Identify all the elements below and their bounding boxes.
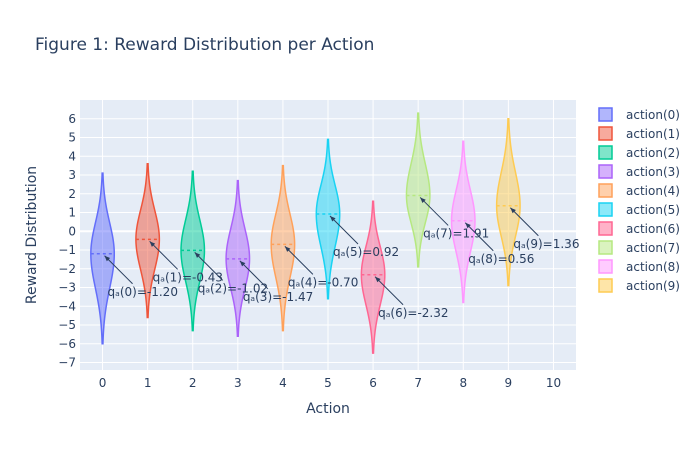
y-tick-label: 1 [68,206,76,220]
legend-label[interactable]: action(2) [626,146,680,160]
annotation-arrowhead [420,197,426,203]
violin-action(2)[interactable] [180,170,206,332]
legend-swatch[interactable] [598,164,613,179]
x-tick-label: 10 [546,376,561,390]
x-tick-label: 8 [459,376,467,390]
x-tick-label: 6 [369,376,377,390]
annotation-arrow [284,246,314,275]
annotation-label: qₐ(3)=-1.47 [243,290,313,304]
annotation-arrowhead [330,216,336,222]
legend-swatch[interactable] [598,278,613,293]
legend-swatch[interactable] [598,107,613,122]
legend-swatch[interactable] [598,240,613,255]
annotation-label: qₐ(7)=1.91 [423,226,489,240]
legend: action(0) action(1) action(2) action(3) acti… [598,107,680,293]
annotation-label: qₐ(2)=-1.02 [198,281,268,295]
annotation-arrow [239,260,269,290]
legend-label[interactable]: action(3) [626,165,680,179]
annotation-arrow [104,255,133,285]
x-tick-label: 1 [144,376,152,390]
legend-label[interactable]: action(5) [626,203,680,217]
annotation-arrow [194,252,224,281]
y-tick-label: −6 [58,337,76,351]
annotation-arrowhead [510,207,516,214]
y-tick-label: 5 [68,131,76,145]
annotation-arrowhead [375,276,381,283]
annotation-label: qₐ(9)=1.36 [513,237,579,251]
y-tick-label: −3 [58,281,76,295]
y-tick-label: −2 [58,262,76,276]
y-tick-label: 6 [68,112,76,126]
annotation-arrow [149,240,178,270]
y-tick-label: −1 [58,243,76,257]
legend-swatch[interactable] [598,202,613,217]
y-axis-title: Reward Distribution [24,166,40,304]
annotation-arrow [464,222,494,252]
annotation-label: qₐ(1)=-0.43 [153,270,223,284]
annotation-arrowhead [239,260,246,267]
violin-action(3)[interactable] [225,179,251,337]
annotation-label: qₐ(8)=0.56 [468,252,534,266]
chart-title: Figure 1: Reward Distribution per Action [35,35,374,55]
annotation-label: qₐ(5)=0.92 [333,245,399,259]
y-tick-label: −5 [58,318,76,332]
annotation-arrow [329,215,359,245]
annotation-arrowhead [465,222,471,229]
annotation-arrow [510,207,539,237]
legend-swatch[interactable] [598,126,613,141]
legend-label[interactable]: action(7) [626,241,680,255]
annotation-arrow [419,197,449,226]
annotation-arrowhead [104,255,111,262]
annotation-label: qₐ(0)=-1.20 [108,285,178,299]
x-tick-label: 4 [279,376,287,390]
y-tick-label: 2 [68,187,76,201]
annotation-label: qₐ(4)=-0.70 [288,275,358,289]
y-tick-label: 0 [68,224,76,238]
x-tick-label: 9 [505,376,513,390]
y-tick-label: −4 [58,299,76,313]
x-tick-label: 3 [234,376,242,390]
legend-swatch[interactable] [598,145,613,160]
y-tick-label: 4 [68,149,76,163]
violin-action(8)[interactable] [450,140,476,304]
legend-swatch[interactable] [598,259,613,274]
tick-labels: 0 1 2 3 4 5 6 7 8 9 10 −7 −6 −5 −4 −3 −2 −1 0 1 2 3 4 5 6 [58,112,561,390]
annotation-arrowhead [149,241,156,247]
violin-action(9)[interactable] [495,118,521,287]
annotation-arrow [374,276,404,306]
violin-action(1)[interactable] [135,163,161,319]
violin-action(7)[interactable] [405,112,431,268]
annotations: qₐ(0)=-1.20qₐ(1)=-0.43qₐ(2)=-1.02qₐ(3)=-… [104,197,579,320]
x-tick-label: 0 [99,376,107,390]
y-tick-label: −7 [58,356,76,370]
legend-swatch[interactable] [598,183,613,198]
legend-label[interactable]: action(1) [626,127,680,141]
annotation-label: qₐ(6)=-2.32 [378,306,448,320]
legend-label[interactable]: action(4) [626,184,680,198]
legend-label[interactable]: action(9) [626,279,680,293]
legend-label[interactable]: action(8) [626,260,680,274]
violin-action(5)[interactable] [315,138,341,300]
violin-action(6)[interactable] [360,200,386,354]
x-axis-title: Action [306,401,350,417]
annotation-arrowhead [194,252,201,258]
x-tick-label: 2 [189,376,197,390]
x-tick-label: 5 [324,376,332,390]
violin-action(4)[interactable] [270,164,296,332]
violin-action(0)[interactable] [90,172,116,345]
violins [90,112,521,354]
y-tick-label: 3 [68,168,76,182]
legend-swatch[interactable] [598,221,613,236]
x-tick-label: 7 [414,376,422,390]
legend-label[interactable]: action(6) [626,222,680,236]
annotation-arrowhead [284,246,291,252]
legend-label[interactable]: action(0) [626,108,680,122]
